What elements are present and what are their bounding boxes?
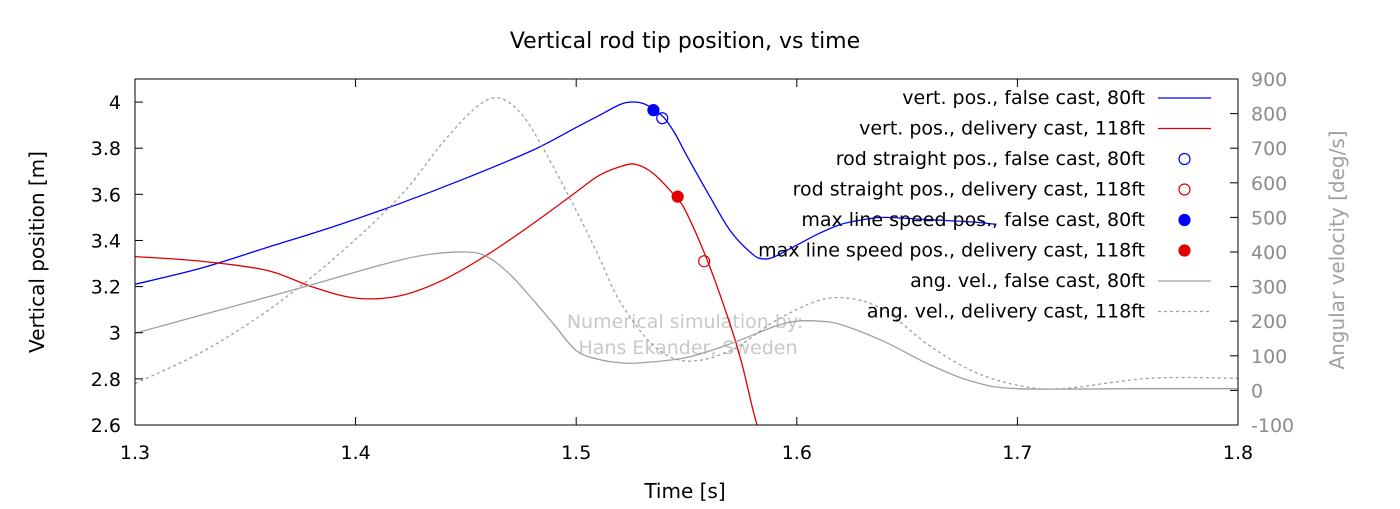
y2-tick-label: 800: [1251, 104, 1287, 126]
series-line-7: [135, 97, 1238, 390]
y2-tick-label: 200: [1251, 311, 1287, 333]
legend-swatch-marker: [1178, 244, 1191, 257]
y-tick-label: 2.6: [91, 415, 121, 437]
simulation-credit-annotation: Numerical simulation by: Hans Ekander, S…: [567, 311, 803, 359]
y2-tick-label: 700: [1251, 138, 1287, 160]
y2-tick-label: 400: [1251, 242, 1287, 264]
y2-tick-label: 300: [1251, 277, 1287, 299]
annotation-line-1: Numerical simulation by:: [567, 311, 803, 333]
series-line-6: [135, 251, 1238, 390]
x-axis-label: Time [s]: [643, 479, 725, 503]
chart-title: Vertical rod tip position, vs time: [510, 29, 860, 54]
x-tick-label: 1.6: [782, 442, 812, 464]
filled-marker-4: [647, 104, 660, 117]
y2-tick-label: 600: [1251, 173, 1287, 195]
y-axis-ticks: 2.6 2.8 3 3.2 3.4 3.6 3.8 4: [91, 92, 143, 437]
x-tick-label: 1.8: [1223, 442, 1253, 464]
filled-marker-5: [671, 190, 684, 203]
y-tick-label: 3.8: [91, 138, 121, 160]
x-tick-label: 1.3: [120, 442, 150, 464]
x-tick-label: 1.4: [340, 442, 370, 464]
y-tick-label: 3: [109, 323, 121, 345]
series-line-1: [135, 163, 758, 425]
y2-axis-ticks: -100 0 100 200 300 400 500 600 700 800 900: [1230, 69, 1294, 437]
x-tick-label: 1.5: [561, 442, 591, 464]
open-marker-2: [656, 112, 669, 125]
y-tick-label: 2.8: [91, 369, 121, 391]
y-tick-label: 3.2: [91, 277, 121, 299]
series-layer: [135, 97, 1238, 425]
y2-axis-label: Angular velocity [deg/s]: [1325, 130, 1349, 369]
legend-label: vert. pos., false cast, 80ft: [902, 87, 1145, 109]
y-tick-label: 3.4: [91, 230, 121, 252]
series-line-0: [135, 101, 996, 285]
y2-tick-label: -100: [1251, 415, 1294, 437]
legend-label: ang. vel., false cast, 80ft: [910, 270, 1145, 292]
y2-tick-label: 0: [1251, 380, 1263, 402]
legend-label: vert. pos., delivery cast, 118ft: [859, 118, 1145, 140]
legend-label: rod straight pos., delivery cast, 118ft: [793, 179, 1145, 201]
y2-tick-label: 900: [1251, 69, 1287, 91]
legend-label: max line speed pos., delivery cast, 118f…: [758, 240, 1145, 262]
annotation-line-2: Hans Ekander, Sweden: [579, 337, 798, 359]
chart-legend: vert. pos., false cast, 80ft vert. pos., …: [758, 87, 1211, 323]
legend-label: rod straight pos., false cast, 80ft: [836, 148, 1145, 170]
legend-swatch-marker: [1178, 183, 1191, 196]
legend-swatch-marker: [1178, 213, 1191, 227]
y-tick-label: 4: [109, 92, 121, 114]
y2-tick-label: 500: [1251, 207, 1287, 229]
y-tick-label: 3.6: [91, 184, 121, 206]
y2-tick-label: 100: [1251, 346, 1287, 368]
open-marker-3: [698, 255, 711, 268]
legend-label: max line speed pos., false cast, 80ft: [801, 209, 1145, 231]
legend-label: ang. vel., delivery cast, 118ft: [867, 301, 1145, 323]
x-axis-ticks: 1.3 1.4 1.5 1.6 1.7 1.8: [120, 79, 1253, 464]
y-axis-label: Vertical position [m]: [25, 151, 49, 353]
legend-swatch-marker: [1178, 152, 1191, 166]
x-tick-label: 1.7: [1002, 442, 1032, 464]
